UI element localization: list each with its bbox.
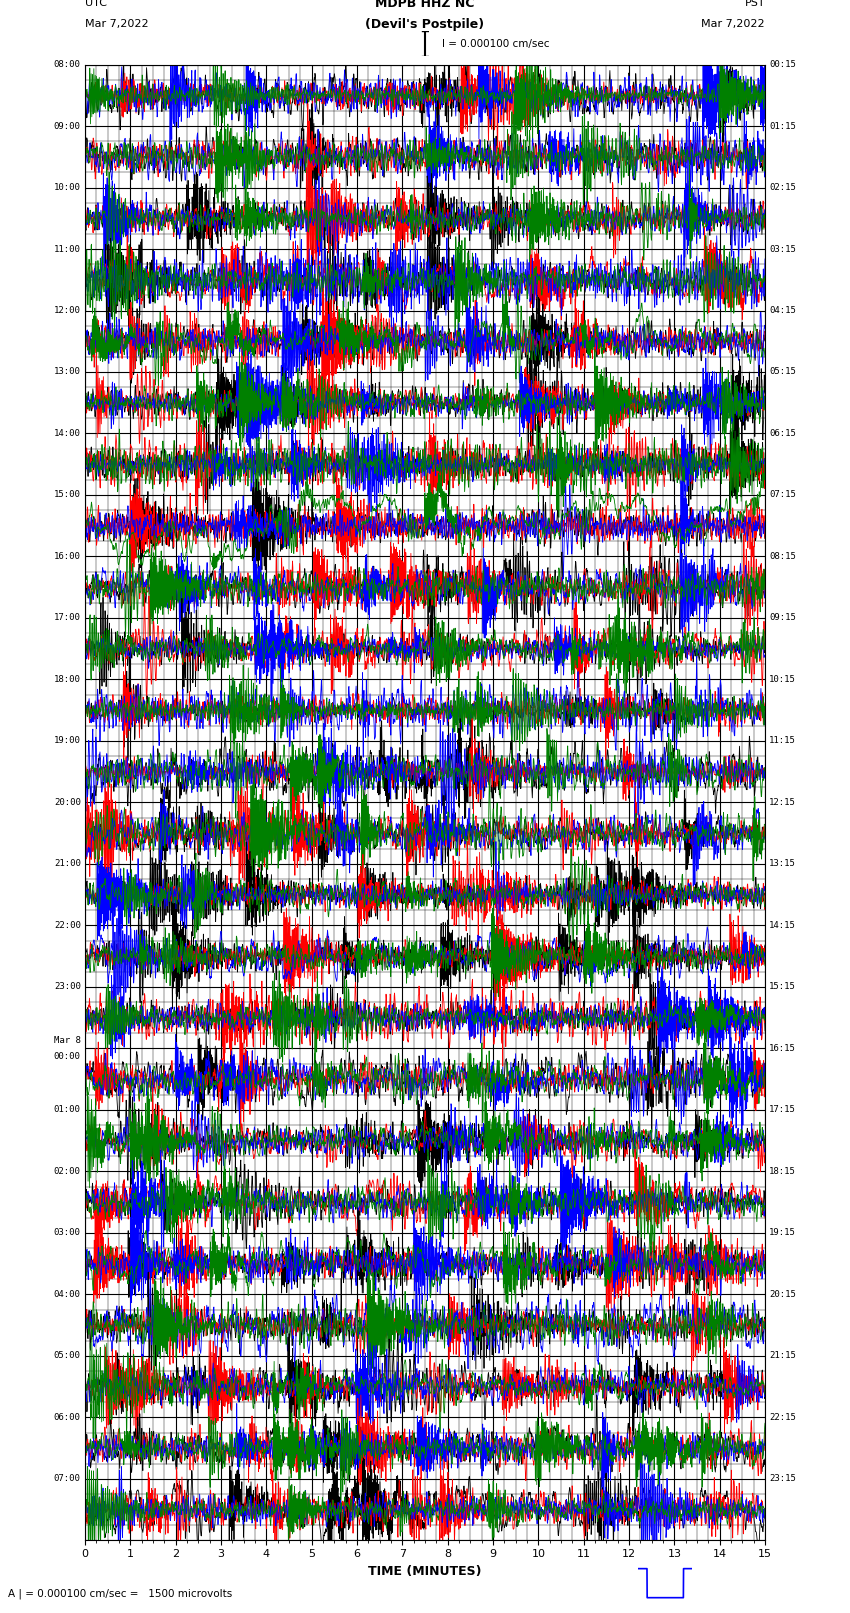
Text: 14:00: 14:00 (54, 429, 81, 439)
Text: 01:15: 01:15 (769, 121, 796, 131)
Text: 13:00: 13:00 (54, 368, 81, 376)
Text: PST: PST (745, 0, 765, 8)
Text: 20:00: 20:00 (54, 798, 81, 806)
Text: 18:00: 18:00 (54, 674, 81, 684)
Text: 07:00: 07:00 (54, 1474, 81, 1484)
Text: 14:15: 14:15 (769, 921, 796, 931)
Text: MDPB HHZ NC: MDPB HHZ NC (376, 0, 474, 10)
Text: 17:00: 17:00 (54, 613, 81, 623)
Text: 00:15: 00:15 (769, 60, 796, 69)
Text: 20:15: 20:15 (769, 1290, 796, 1298)
Text: 18:15: 18:15 (769, 1166, 796, 1176)
Text: 09:15: 09:15 (769, 613, 796, 623)
Text: 08:00: 08:00 (54, 60, 81, 69)
Text: 22:00: 22:00 (54, 921, 81, 931)
Text: 16:00: 16:00 (54, 552, 81, 561)
Text: UTC: UTC (85, 0, 107, 8)
Text: 21:00: 21:00 (54, 860, 81, 868)
Text: (Devil's Postpile): (Devil's Postpile) (366, 18, 484, 31)
Text: 04:00: 04:00 (54, 1290, 81, 1298)
Text: 04:15: 04:15 (769, 306, 796, 315)
Text: 17:15: 17:15 (769, 1105, 796, 1115)
Text: 21:15: 21:15 (769, 1352, 796, 1360)
Text: 15:00: 15:00 (54, 490, 81, 500)
Text: 11:00: 11:00 (54, 245, 81, 253)
Text: 02:00: 02:00 (54, 1166, 81, 1176)
X-axis label: TIME (MINUTES): TIME (MINUTES) (368, 1565, 482, 1578)
Text: 05:15: 05:15 (769, 368, 796, 376)
Text: 15:15: 15:15 (769, 982, 796, 992)
Text: 00:00: 00:00 (54, 1052, 81, 1061)
Text: 16:15: 16:15 (769, 1044, 796, 1053)
Text: 06:00: 06:00 (54, 1413, 81, 1423)
Text: 12:00: 12:00 (54, 306, 81, 315)
Text: 03:00: 03:00 (54, 1229, 81, 1237)
Text: 08:15: 08:15 (769, 552, 796, 561)
Text: 13:15: 13:15 (769, 860, 796, 868)
Text: 01:00: 01:00 (54, 1105, 81, 1115)
Text: 11:15: 11:15 (769, 737, 796, 745)
Text: A | = 0.000100 cm/sec =   1500 microvolts: A | = 0.000100 cm/sec = 1500 microvolts (8, 1589, 233, 1598)
Text: 10:15: 10:15 (769, 674, 796, 684)
Text: 02:15: 02:15 (769, 182, 796, 192)
Text: 07:15: 07:15 (769, 490, 796, 500)
Text: 09:00: 09:00 (54, 121, 81, 131)
Text: Mar 7,2022: Mar 7,2022 (85, 19, 149, 29)
Text: I = 0.000100 cm/sec: I = 0.000100 cm/sec (442, 39, 549, 48)
Text: 12:15: 12:15 (769, 798, 796, 806)
Text: Mar 8: Mar 8 (54, 1036, 81, 1045)
Text: 05:00: 05:00 (54, 1352, 81, 1360)
Text: 23:00: 23:00 (54, 982, 81, 992)
Text: 03:15: 03:15 (769, 245, 796, 253)
Text: 10:00: 10:00 (54, 182, 81, 192)
Text: 19:15: 19:15 (769, 1229, 796, 1237)
Text: 19:00: 19:00 (54, 737, 81, 745)
Text: Mar 7,2022: Mar 7,2022 (701, 19, 765, 29)
Text: 22:15: 22:15 (769, 1413, 796, 1423)
Text: 06:15: 06:15 (769, 429, 796, 439)
Text: 23:15: 23:15 (769, 1474, 796, 1484)
